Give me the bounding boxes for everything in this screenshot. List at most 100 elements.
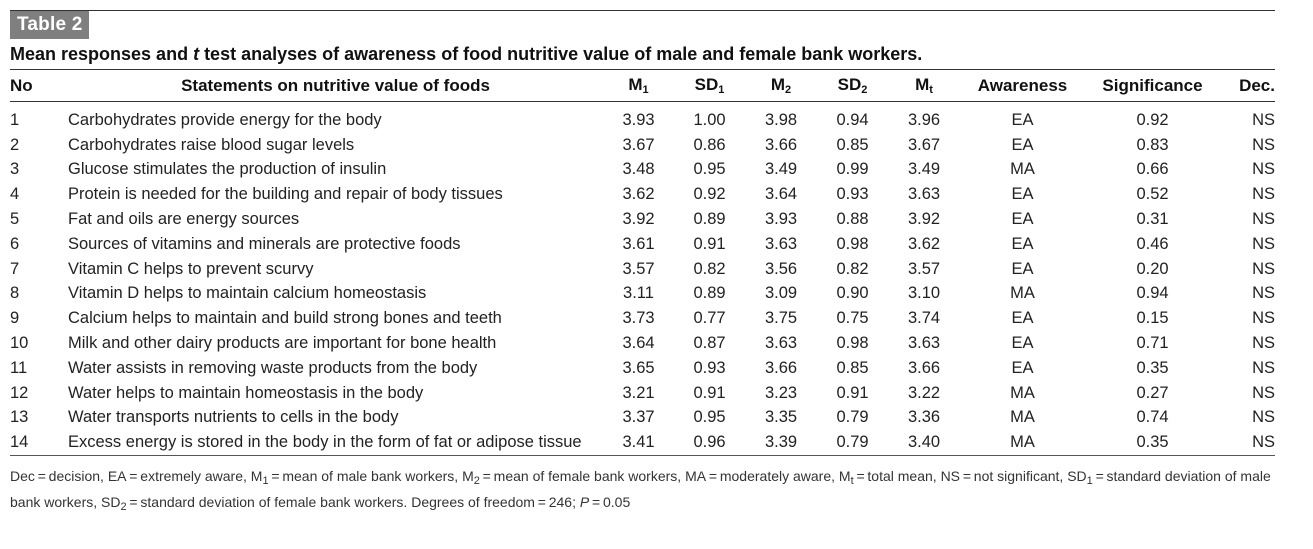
- table-footnote: Dec = decision, EA = extremely aware, M 1…: [10, 466, 1275, 518]
- cell-statement: Excess energy is stored in the body in t…: [68, 433, 582, 452]
- table-row: 2 Carbohydrates raise blood sugar levels 3…: [10, 133, 1275, 158]
- cell-sd2: 0.79: [836, 433, 869, 452]
- cell-sd1: 0.92: [693, 185, 726, 204]
- cell-no: 14: [10, 433, 29, 452]
- cell-dec: NS: [1252, 110, 1275, 129]
- cell-m1: 3.64: [622, 334, 655, 353]
- cell-significance: 0.71: [1136, 334, 1169, 353]
- cell-statement: Water assists in removing waste products…: [68, 358, 478, 377]
- cell-sd1: 0.82: [693, 259, 726, 278]
- col-header-m1-base: M: [628, 75, 643, 94]
- cell-significance: 0.15: [1136, 309, 1169, 328]
- cell-m1: 3.61: [622, 234, 655, 253]
- cell-mt: 3.22: [907, 383, 941, 402]
- cell-statement: Protein is needed for the building and r…: [68, 185, 503, 204]
- cell-m1: 3.93: [622, 110, 655, 129]
- cell-awareness: EA: [1011, 309, 1034, 328]
- top-rule: [10, 10, 1275, 11]
- cell-m2: 3.35: [764, 408, 798, 427]
- cell-sd1: 0.95: [693, 408, 726, 427]
- cell-m2: 3.09: [764, 284, 798, 303]
- cell-mt: 3.63: [907, 185, 941, 204]
- cell-awareness: MA: [1010, 433, 1035, 452]
- cell-no: 13: [10, 408, 29, 427]
- cell-statement: Calcium helps to maintain and build stro…: [68, 309, 502, 328]
- cell-m2: 3.39: [764, 433, 798, 452]
- cell-no: 10: [10, 334, 29, 353]
- cell-dec: NS: [1252, 135, 1275, 154]
- cell-statement: Glucose stimulates the production of ins…: [68, 160, 387, 179]
- cell-sd2: 0.99: [836, 160, 869, 179]
- cell-awareness: EA: [1011, 259, 1034, 278]
- cell-dec: NS: [1252, 284, 1275, 303]
- table-row: 9 Calcium helps to maintain and build str…: [10, 306, 1275, 331]
- col-header-sd2-sub: 2: [861, 84, 868, 96]
- cell-awareness: MA: [1010, 284, 1035, 303]
- col-header-mt: Mt: [888, 70, 960, 102]
- cell-m1: 3.67: [622, 135, 655, 154]
- cell-sd2: 0.85: [836, 135, 869, 154]
- col-header-m2-base: M: [770, 75, 786, 94]
- cell-no: 5: [10, 210, 20, 229]
- cell-sd1: 0.89: [693, 284, 726, 303]
- cell-no: 12: [10, 383, 29, 402]
- cell-dec: NS: [1252, 259, 1275, 278]
- cell-mt: 3.10: [907, 284, 941, 303]
- cell-significance: 0.35: [1136, 433, 1169, 452]
- cell-sd1: 0.86: [693, 135, 726, 154]
- col-header-mt-base: M: [915, 75, 930, 94]
- cell-mt: 3.74: [907, 309, 941, 328]
- cell-statement: Vitamin C helps to prevent scurvy: [68, 259, 314, 278]
- cell-m1: 3.73: [622, 309, 655, 328]
- table-row: 11 Water assists in removing waste produc…: [10, 356, 1275, 381]
- cell-sd1: 0.89: [693, 210, 726, 229]
- table-row: 10 Milk and other dairy products are impo…: [10, 331, 1275, 356]
- cell-significance: 0.46: [1136, 234, 1169, 253]
- cell-mt: 3.57: [907, 259, 941, 278]
- table-row: 4 Protein is needed for the building and …: [10, 182, 1275, 207]
- col-header-m2-sub: 2: [785, 84, 792, 96]
- cell-sd2: 0.90: [836, 284, 869, 303]
- col-header-m1-sub: 1: [642, 84, 649, 96]
- table-caption: Mean responses and t test analyses of aw…: [10, 42, 1275, 66]
- cell-sd2: 0.93: [836, 185, 869, 204]
- cell-significance: 0.92: [1136, 110, 1169, 129]
- cell-m1: 3.11: [623, 284, 654, 303]
- cell-sd2: 0.75: [836, 309, 869, 328]
- cell-dec: NS: [1252, 383, 1275, 402]
- cell-sd1: 0.93: [693, 358, 726, 377]
- table-row: 8 Vitamin D helps to maintain calcium hom…: [10, 282, 1275, 307]
- footnote-sub: 1: [1086, 475, 1093, 488]
- cell-significance: 0.35: [1136, 358, 1169, 377]
- cell-sd2: 0.79: [836, 408, 869, 427]
- col-header-awareness: Awareness: [977, 75, 1068, 95]
- cell-statement: Carbohydrates raise blood sugar levels: [68, 135, 355, 154]
- cell-awareness: MA: [1010, 383, 1035, 402]
- cell-sd2: 0.85: [836, 358, 869, 377]
- cell-statement: Vitamin D helps to maintain calcium home…: [68, 284, 427, 303]
- cell-sd2: 0.98: [836, 234, 869, 253]
- cell-dec: NS: [1252, 309, 1275, 328]
- table-row: 3 Glucose stimulates the production of in…: [10, 158, 1275, 183]
- cell-no: 2: [10, 135, 20, 154]
- col-header-dec: Dec.: [1239, 75, 1275, 95]
- cell-no: 1: [10, 110, 20, 129]
- footnote-text: Dec = decision, EA = extremely aware, M: [10, 468, 263, 485]
- cell-mt: 3.67: [907, 135, 941, 154]
- cell-sd1: 0.91: [693, 383, 726, 402]
- cell-awareness: EA: [1011, 210, 1034, 229]
- footnote-sub: 2: [120, 501, 127, 514]
- footnote-text: = 0.05: [589, 494, 631, 511]
- footnote-sub: 2: [473, 475, 480, 488]
- cell-significance: 0.83: [1136, 135, 1169, 154]
- cell-m1: 3.62: [622, 185, 655, 204]
- cell-dec: NS: [1252, 160, 1275, 179]
- table-figure: Table 2 Mean responses and t test analys…: [10, 10, 1275, 518]
- table-row: 6 Sources of vitamins and minerals are pr…: [10, 232, 1275, 257]
- cell-sd1: 0.95: [693, 160, 726, 179]
- cell-m1: 3.65: [622, 358, 655, 377]
- caption-text-1: Mean responses and: [10, 44, 194, 64]
- cell-mt: 3.63: [907, 334, 941, 353]
- cell-statement: Sources of vitamins and minerals are pro…: [68, 234, 461, 253]
- cell-m1: 3.57: [622, 259, 655, 278]
